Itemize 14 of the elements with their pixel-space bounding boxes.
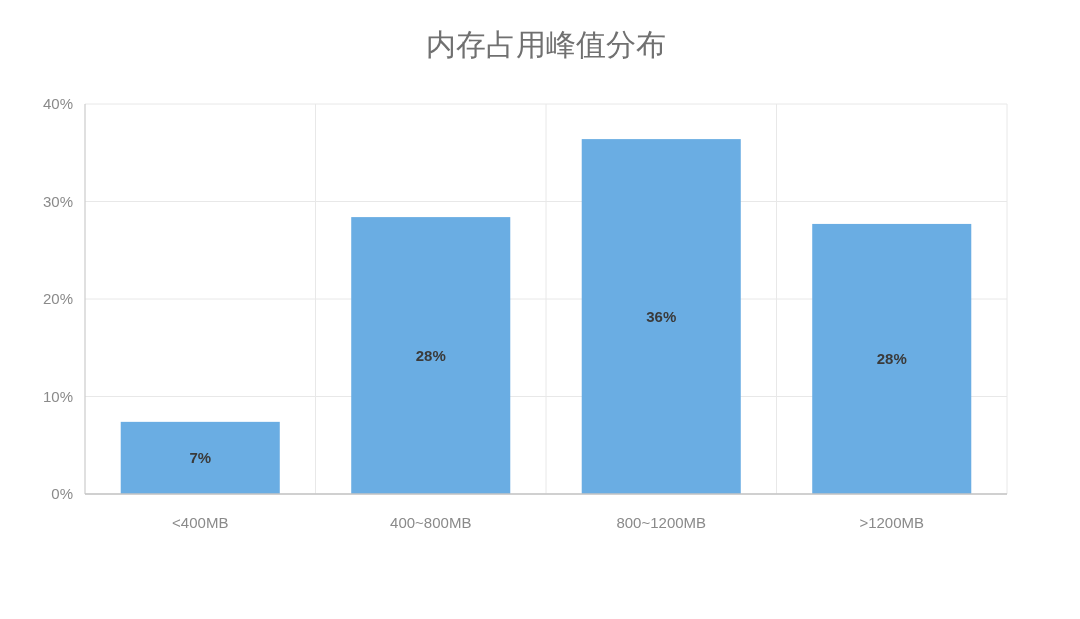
x-tick-label: 800~1200MB <box>616 514 707 531</box>
y-tick-label: 10% <box>42 387 73 405</box>
y-tick-label: 40% <box>42 95 73 112</box>
data-label: 28% <box>876 349 907 367</box>
data-label: 36% <box>646 307 677 325</box>
y-tick-label: 30% <box>42 192 73 210</box>
y-tick-label: 0% <box>51 485 73 502</box>
y-tick-label: 20% <box>42 290 73 307</box>
data-label: 7% <box>189 448 212 466</box>
x-tick-label: >1200MB <box>859 514 925 531</box>
data-label: 28% <box>415 346 446 364</box>
x-tick-label: <400MB <box>172 514 229 531</box>
title: 内存占用峰值分布 <box>426 28 666 61</box>
x-tick-label: 400~800MB <box>390 514 472 531</box>
